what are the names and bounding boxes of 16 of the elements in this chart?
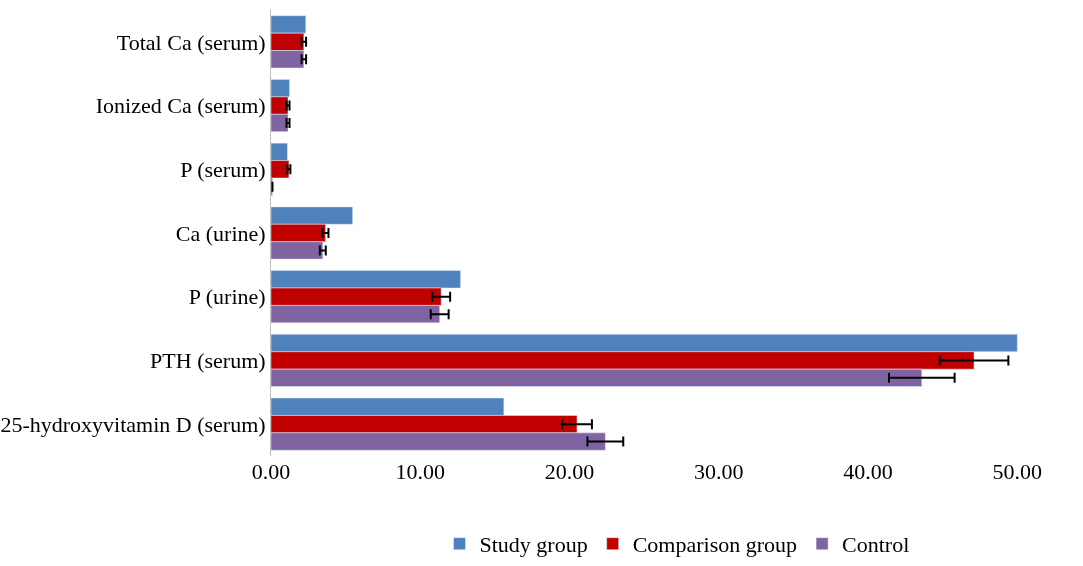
y-tick-label: 25-hydroxyvitamin D (serum) xyxy=(0,411,266,437)
y-tick-label: P (urine) xyxy=(188,284,266,310)
y-tick-label: Ionized Ca (serum) xyxy=(95,93,266,119)
x-tick-label: 20.00 xyxy=(544,459,595,484)
x-tick-label: 40.00 xyxy=(843,459,893,484)
legend-label: Study group xyxy=(479,532,588,558)
x-tick-label: 50.00 xyxy=(992,459,1043,484)
y-tick-label: Total Ca (serum) xyxy=(116,29,266,55)
y-tick-label: P (serum) xyxy=(180,156,266,182)
x-tick-label: 10.00 xyxy=(395,459,446,484)
y-tick-label: PTH (serum) xyxy=(150,348,266,374)
legend-label: Control xyxy=(842,532,910,558)
x-tick-label: 0.00 xyxy=(251,459,291,484)
y-tick-label: Ca (urine) xyxy=(175,220,266,246)
legend-label: Comparison group xyxy=(632,532,798,558)
x-tick-label: 30.00 xyxy=(694,459,744,484)
